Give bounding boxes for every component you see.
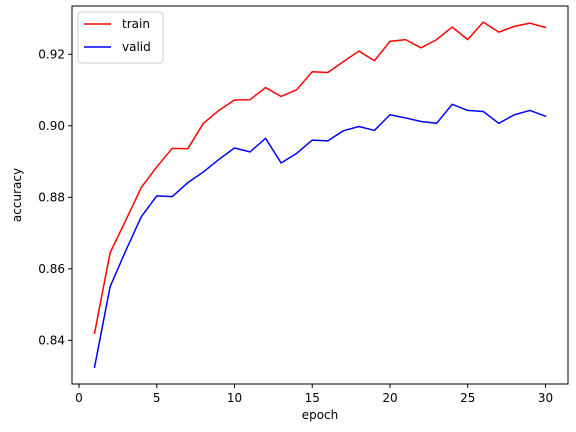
x-tick-label: 15 <box>305 391 320 405</box>
series-layer <box>93 21 547 369</box>
legend: train valid <box>77 11 164 64</box>
legend-box <box>77 11 164 64</box>
x-axis-ticks: 0 5 10 15 20 25 30 <box>75 384 553 405</box>
x-tick-label: 5 <box>153 391 161 405</box>
y-tick-label: 0.88 <box>38 190 65 204</box>
x-tick-label: 10 <box>227 391 242 405</box>
series-line-valid <box>93 103 547 369</box>
x-tick-label: 25 <box>460 391 475 405</box>
x-tick-label: 20 <box>382 391 397 405</box>
legend-label-valid: valid <box>122 40 151 54</box>
series-line-train <box>93 21 547 335</box>
y-axis-ticks: 0.84 0.86 0.88 0.90 0.92 <box>38 47 72 347</box>
x-axis-label: epoch <box>302 408 339 422</box>
legend-label-train: train <box>122 17 150 31</box>
x-tick-label: 0 <box>75 391 83 405</box>
plot-area <box>72 6 568 384</box>
x-tick-label: 30 <box>538 391 553 405</box>
y-tick-label: 0.92 <box>38 47 65 61</box>
y-tick-label: 0.90 <box>38 119 65 133</box>
y-tick-label: 0.84 <box>38 333 65 347</box>
y-axis-label: accuracy <box>10 168 24 222</box>
y-tick-label: 0.86 <box>38 262 65 276</box>
plot-frame <box>71 5 569 385</box>
